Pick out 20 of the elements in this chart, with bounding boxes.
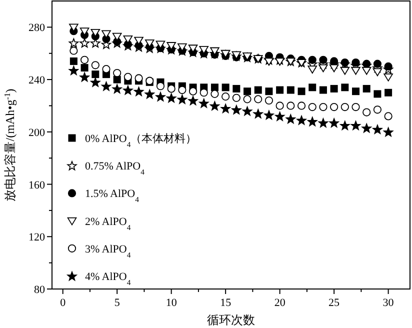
legend-label: 0% AlPO$_{4}$（本体材料） [85, 132, 197, 148]
y-tick-label: 200 [28, 126, 46, 139]
legend-label: 0.75% AlPO$_{4}$ [85, 160, 145, 176]
legend-label: 4% AlPO$_{4}$ [85, 271, 131, 286]
x-tick-label: 0 [60, 297, 66, 309]
y-tick-label: 120 [28, 232, 46, 244]
y-tick-label: 80 [34, 284, 46, 296]
legend-label: 2% AlPO$_{4}$ [85, 216, 131, 232]
x-tick-label: 25 [328, 297, 340, 309]
y-tick-label: 160 [28, 179, 46, 192]
x-axis-title: 循环次数 [207, 313, 255, 327]
legend-label: 1.5% AlPO$_{4}$ [85, 188, 140, 204]
y-tick-label: 240 [28, 74, 46, 87]
x-tick-label: 20 [274, 297, 286, 309]
x-tick-label: 5 [114, 297, 120, 309]
legend-label: 3% AlPO$_{4}$ [85, 243, 131, 259]
x-tick-label: 30 [382, 297, 394, 309]
y-tick-label: 280 [28, 22, 46, 34]
x-tick-label: 15 [220, 297, 232, 309]
x-tick-label: 10 [166, 297, 178, 309]
